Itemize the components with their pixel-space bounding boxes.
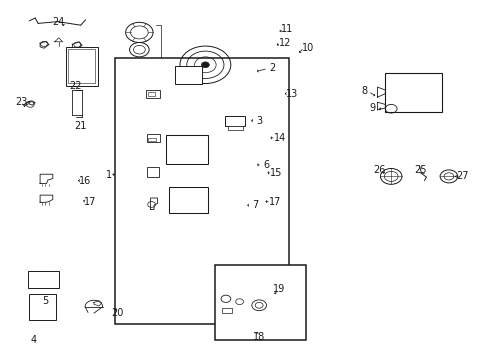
Text: 13: 13 xyxy=(285,89,298,99)
Bar xyxy=(168,187,207,213)
Text: 1: 1 xyxy=(105,170,111,180)
Text: 15: 15 xyxy=(269,168,282,178)
Text: 26: 26 xyxy=(372,165,385,175)
Bar xyxy=(29,294,56,320)
Text: 5: 5 xyxy=(42,296,48,306)
Text: 17: 17 xyxy=(84,197,97,207)
Bar xyxy=(145,90,160,98)
Bar xyxy=(215,265,305,340)
Text: 24: 24 xyxy=(52,17,65,27)
Text: 12: 12 xyxy=(278,38,291,48)
Text: 17: 17 xyxy=(268,197,281,207)
Bar xyxy=(146,134,160,142)
Text: 11: 11 xyxy=(281,24,293,34)
Bar xyxy=(148,138,155,141)
Text: 9: 9 xyxy=(369,103,375,113)
Bar xyxy=(66,47,98,86)
Bar xyxy=(224,116,245,126)
Bar xyxy=(222,308,232,313)
Text: 2: 2 xyxy=(268,63,274,73)
Text: 21: 21 xyxy=(74,121,87,131)
Text: 3: 3 xyxy=(256,116,262,126)
Text: 25: 25 xyxy=(413,165,426,175)
Bar xyxy=(385,73,441,112)
Text: 14: 14 xyxy=(273,133,285,143)
Bar xyxy=(227,126,242,130)
Text: 7: 7 xyxy=(252,200,258,210)
Bar xyxy=(115,58,288,324)
Text: 22: 22 xyxy=(69,81,82,91)
Text: 19: 19 xyxy=(272,284,285,294)
Text: 16: 16 xyxy=(79,176,92,186)
Bar xyxy=(28,271,59,288)
Text: 6: 6 xyxy=(263,160,268,170)
Bar xyxy=(166,135,207,164)
Text: 20: 20 xyxy=(111,308,123,318)
Text: 18: 18 xyxy=(252,332,265,342)
Text: 4: 4 xyxy=(30,335,36,345)
Bar xyxy=(146,167,159,177)
Text: 23: 23 xyxy=(15,96,27,107)
Bar xyxy=(68,49,95,83)
Bar xyxy=(175,66,202,84)
Bar xyxy=(147,92,155,96)
Circle shape xyxy=(201,62,209,68)
Text: 8: 8 xyxy=(361,86,366,96)
Text: 27: 27 xyxy=(455,171,468,181)
Text: 10: 10 xyxy=(301,42,314,53)
